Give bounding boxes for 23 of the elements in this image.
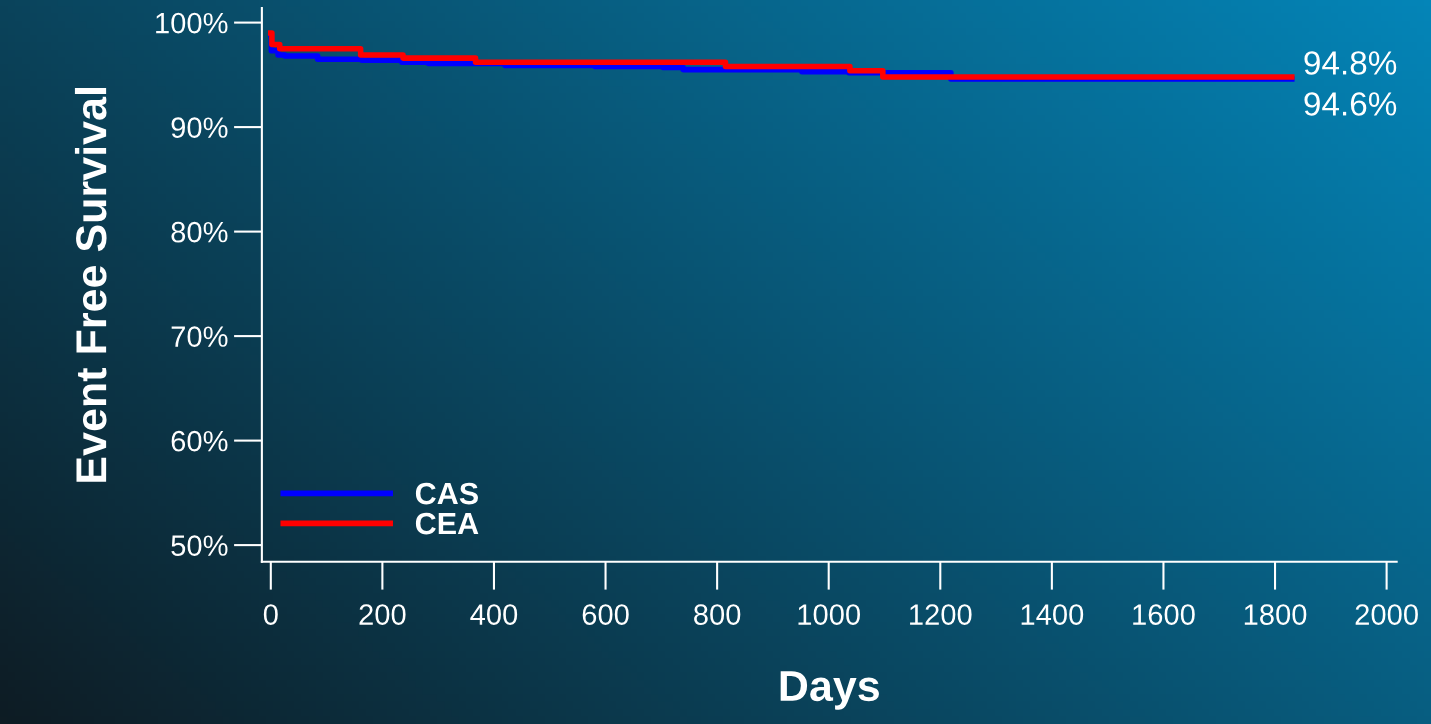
y-tick-label: 70% bbox=[171, 326, 228, 347]
legend-label: CEA bbox=[415, 512, 479, 535]
y-tick-label: 90% bbox=[171, 117, 228, 138]
y-tick-label: 100% bbox=[156, 12, 228, 34]
x-tick-label: 1600 bbox=[1133, 604, 1195, 625]
x-tick-label: 800 bbox=[694, 604, 741, 625]
y-tick-label: 80% bbox=[171, 221, 228, 243]
x-tick-label: 0 bbox=[263, 604, 278, 625]
x-axis-title: Days bbox=[780, 671, 879, 710]
x-tick-label: 1400 bbox=[1021, 604, 1084, 625]
x-tick-label: 1200 bbox=[910, 604, 972, 625]
legend-label: CAS bbox=[415, 482, 478, 505]
x-tick-label: 2000 bbox=[1355, 604, 1418, 625]
annotation: 94.8% bbox=[1304, 51, 1397, 75]
x-tick-label: 1000 bbox=[798, 604, 861, 625]
annotation: 94.6% bbox=[1304, 92, 1397, 116]
x-tick-label: 600 bbox=[582, 604, 629, 625]
y-axis-title: Event Free Survival bbox=[74, 88, 107, 482]
x-tick-label: 1800 bbox=[1244, 604, 1307, 625]
x-tick-label: 400 bbox=[470, 604, 518, 625]
x-tick-label: 200 bbox=[359, 604, 406, 625]
y-tick-label: 50% bbox=[171, 535, 228, 556]
y-tick-label: 60% bbox=[171, 430, 228, 452]
